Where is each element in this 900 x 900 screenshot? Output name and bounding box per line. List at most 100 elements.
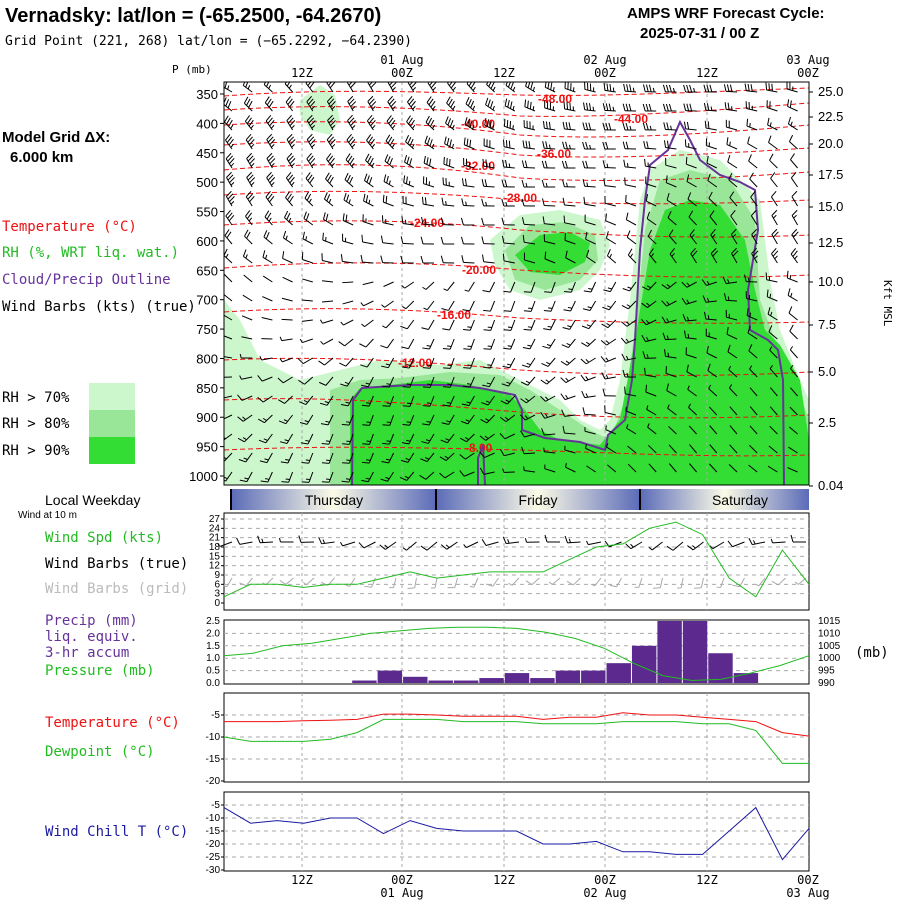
- barb-staff: [342, 541, 356, 547]
- axis-tick-label: -5: [211, 710, 220, 721]
- barb-feather: [466, 138, 469, 146]
- barb-staff: [706, 352, 718, 359]
- barb-feather: [771, 83, 773, 92]
- barb-feather: [329, 139, 336, 146]
- barb-feather: [527, 100, 529, 109]
- barb-feather: [306, 114, 313, 121]
- barb-feather: [769, 346, 773, 351]
- pressure-tick-label: 800: [196, 351, 218, 366]
- barb-feather: [771, 580, 779, 586]
- barb-feather: [266, 152, 273, 159]
- barb-feather: [686, 121, 690, 130]
- barb-feather: [788, 134, 794, 142]
- barb-feather: [390, 101, 397, 108]
- isotherm: [224, 308, 809, 324]
- pressure-tick-label: 850: [196, 381, 218, 396]
- barb-staff: [584, 430, 596, 435]
- barb-feather: [748, 537, 753, 545]
- barb-feather: [581, 325, 590, 330]
- barb-feather: [567, 325, 572, 328]
- wind-panel-frame: [223, 512, 810, 611]
- barb-staff: [728, 179, 738, 188]
- barb-feather: [462, 309, 470, 312]
- barb-staff: [303, 218, 314, 226]
- barb-feather: [626, 321, 630, 325]
- barb-feather: [325, 172, 330, 180]
- barb-feather: [729, 84, 733, 92]
- precip-bar: [428, 680, 453, 683]
- barb-feather: [380, 235, 384, 243]
- temp-panel: Temperature (°C) Dewpoint (°C) -20-15-10…: [45, 692, 810, 787]
- barb-feather: [732, 584, 740, 588]
- barb-feather: [687, 545, 694, 551]
- temperature-label: Temperature (°C): [45, 715, 180, 731]
- barb-feather: [340, 321, 344, 326]
- barb-staff: [470, 357, 475, 369]
- barb-feather: [566, 102, 569, 110]
- barb-feather: [754, 583, 759, 587]
- barb-feather: [583, 290, 592, 293]
- barb-feather: [729, 191, 735, 198]
- barb-staff: [342, 240, 354, 245]
- barb-feather: [503, 290, 511, 293]
- barb-feather: [367, 136, 374, 144]
- barb-feather: [320, 423, 329, 426]
- barb-staff: [707, 180, 718, 188]
- barb-feather: [305, 459, 310, 461]
- barb-feather: [582, 308, 591, 311]
- barb-staff: [766, 279, 778, 283]
- barb-staff: [524, 259, 536, 264]
- barb-staff: [368, 395, 374, 407]
- barb-feather: [751, 228, 758, 235]
- barb-feather: [590, 583, 596, 587]
- barb-feather: [348, 199, 351, 204]
- barb-feather: [485, 400, 491, 403]
- barb-feather: [727, 344, 731, 352]
- barb-feather: [271, 144, 275, 148]
- barb-feather: [361, 384, 369, 388]
- barb-staff: [589, 300, 597, 311]
- barb-feather: [330, 120, 336, 127]
- barb-feather: [365, 477, 370, 480]
- barb-feather: [406, 156, 410, 164]
- barb-feather: [540, 379, 548, 385]
- barb-feather: [331, 162, 335, 167]
- time-tick-label: 00Z: [594, 66, 616, 80]
- barb-staff: [454, 577, 458, 588]
- barb-feather: [642, 103, 646, 112]
- date-label: 03 Aug: [786, 886, 829, 900]
- barb-feather: [647, 229, 652, 237]
- barb-feather: [440, 236, 444, 245]
- barb-feather: [366, 402, 371, 404]
- barb-feather: [277, 377, 284, 384]
- barb-feather: [662, 84, 666, 93]
- barb-staff: [530, 300, 536, 312]
- barb-feather: [790, 172, 797, 179]
- barb-feather: [257, 535, 261, 543]
- barb-feather: [747, 136, 750, 144]
- barb-staff: [685, 354, 697, 359]
- barb-feather: [668, 103, 672, 112]
- cloud-outline: [477, 444, 486, 485]
- barb-feather: [561, 344, 569, 349]
- barb-feather: [502, 365, 510, 369]
- barb-staff: [769, 368, 778, 378]
- barb-staff: [404, 281, 415, 289]
- barb-feather: [502, 253, 505, 261]
- barb-feather: [663, 140, 666, 148]
- barb-staff: [369, 433, 374, 445]
- barb-feather: [342, 443, 350, 445]
- pressure-tick-label: 450: [196, 146, 218, 161]
- axis-tick-label: -10: [206, 813, 221, 824]
- barb-staff: [383, 201, 394, 207]
- cloud-outline: [351, 119, 785, 485]
- barb-feather: [225, 152, 232, 160]
- barb-staff: [392, 577, 397, 588]
- barb-feather: [308, 198, 312, 203]
- barb-feather: [311, 105, 315, 110]
- barb-feather: [707, 363, 711, 371]
- barb-feather: [501, 179, 505, 187]
- barb-feather: [386, 115, 392, 122]
- barb-staff: [769, 406, 778, 416]
